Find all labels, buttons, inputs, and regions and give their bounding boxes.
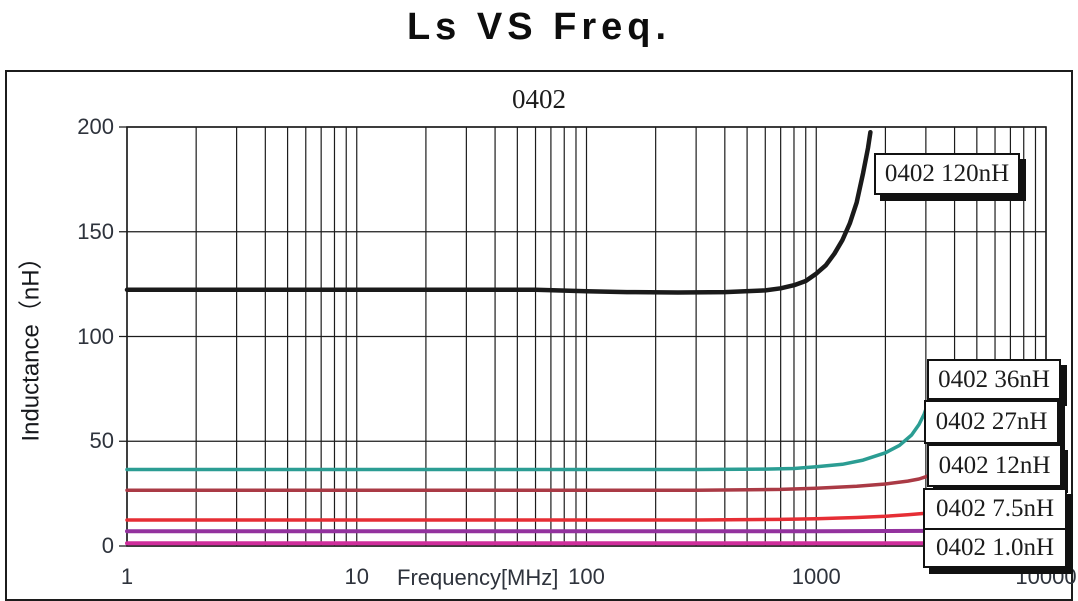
plot-frame	[126, 126, 1047, 547]
legend-box: 0402 7.5nH	[923, 488, 1067, 530]
series-line-0402-27nH	[125, 474, 930, 493]
x-tick-label: 1	[120, 564, 134, 589]
y-tick-label: 50	[89, 428, 114, 454]
legend-box: 0402 36nH	[927, 359, 1061, 400]
y-tick-label: 100	[77, 323, 114, 349]
x-tick-label: 1000	[791, 564, 841, 589]
x-axis-label: Frequency[MHz]	[397, 565, 559, 590]
legend-box: 0402 27nH	[924, 400, 1059, 444]
legend-box: 0402 1.0nH	[923, 528, 1067, 568]
series-line-0402-120nH	[124, 129, 873, 295]
series-line-0402-36nH	[125, 402, 930, 472]
y-tick-label: 150	[77, 218, 114, 244]
x-tick-label: 100	[568, 564, 605, 589]
y-tick-label: 0	[101, 533, 114, 558]
x-tick-label: 10	[344, 564, 369, 589]
x-tick-label: 10000	[1015, 564, 1077, 589]
legend-box: 0402 120nH	[874, 153, 1020, 195]
y-tick-label: 200	[77, 114, 114, 139]
chart-subtitle: 0402	[512, 84, 566, 114]
series-line-0402-12nH	[125, 511, 930, 522]
chart-title: Ls VS Freq.	[406, 6, 672, 48]
legend-box: 0402 12nH	[927, 444, 1062, 487]
